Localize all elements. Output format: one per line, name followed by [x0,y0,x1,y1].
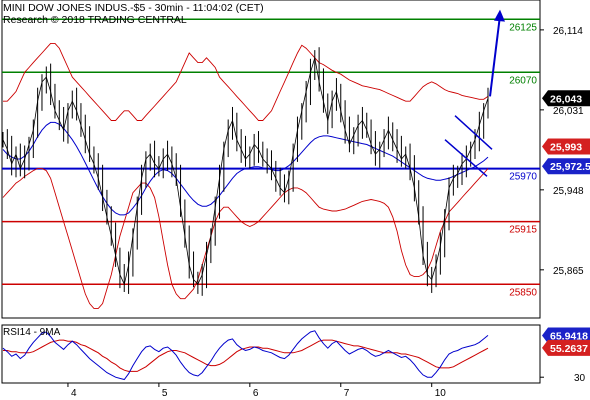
rsi-ma-value-box [542,339,590,356]
last-price-box [542,90,590,107]
x-tick-label: 7 [344,388,350,399]
y-tick-label: 25,948 [553,186,584,197]
channel-lower-line [444,139,488,177]
copyright-notice: Research © 2018 TRADING CENTRAL [3,14,187,26]
x-tick-label: 6 [253,388,259,399]
y-tick-label: 26,031 [553,106,584,117]
series-bb_lower [2,168,489,309]
bollinger-upper-value-box [542,138,590,155]
level-label-26125: 26125 [509,22,537,33]
series-bb_upper [3,42,489,121]
x-tick-label: 5 [162,388,168,399]
series-rsi-ma [3,339,489,372]
rsi-ma-value-label: 55.2637 [550,343,588,355]
bollinger-upper-value-label: 25,993 [550,141,582,153]
level-label-26070: 26070 [509,75,537,86]
x-tick-label: 10 [435,388,447,399]
y-tick-label: 26,114 [553,26,583,37]
last-price-label: 26,043 [550,93,582,105]
chart-title: MINI DOW JONES INDUS.-$5 - 30min - 11:04… [3,2,264,14]
rsi-plot-frame [1,324,541,384]
pivot-value-box [542,158,590,175]
rsi-value-box [542,327,590,344]
projection-arrow-head [494,9,505,22]
x-tick-label: 4 [71,388,77,399]
rsi-title: RSI14 - 9MA [3,327,61,338]
pivot-value-label: 25,972.5 [550,161,590,173]
level-label-25970: 25970 [509,172,537,183]
series-ma [2,121,489,216]
price-panel: 26,114 26,031 25,948 25,865 26125 26070 25970 2… [1,0,590,319]
series-rsi [2,330,489,381]
series-price [2,57,489,286]
price-plot-frame [1,0,541,319]
y-tick-label: 25,865 [553,266,584,277]
channel-upper-line [454,115,493,150]
projection-arrow-shaft [489,15,501,97]
rsi-value-label: 65.9418 [550,331,588,343]
level-label-25915: 25915 [509,225,537,236]
level-label-25850: 25850 [509,287,537,298]
rsi-y-tick-label: 30 [574,373,586,384]
